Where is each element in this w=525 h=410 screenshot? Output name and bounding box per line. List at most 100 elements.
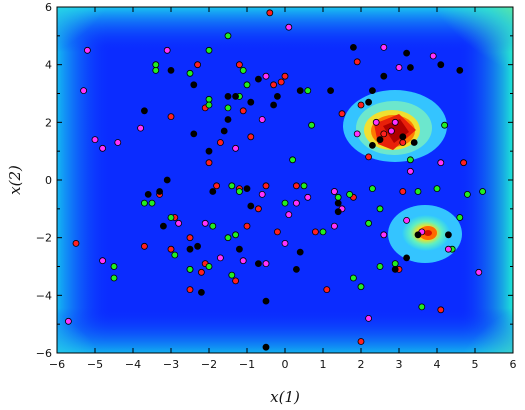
- data-point-green: [304, 87, 312, 94]
- data-point-black: [456, 67, 464, 74]
- data-point-black: [368, 87, 376, 94]
- data-point-green: [281, 199, 289, 207]
- data-point-green: [456, 214, 464, 221]
- data-point-green: [349, 274, 357, 282]
- data-point-magenta: [437, 159, 445, 167]
- data-point-magenta: [175, 219, 183, 227]
- data-point-magenta: [406, 167, 414, 175]
- data-point-red: [380, 130, 388, 138]
- data-point-magenta: [65, 317, 72, 325]
- data-point-magenta: [216, 254, 224, 262]
- data-point-black: [273, 93, 281, 100]
- data-point-red: [243, 222, 251, 230]
- data-point-green: [140, 199, 148, 207]
- data-point-red: [247, 133, 255, 141]
- data-point-red: [186, 234, 194, 242]
- data-point-green: [391, 260, 399, 268]
- data-point-black: [144, 190, 152, 198]
- data-point-red: [232, 277, 240, 285]
- data-point-black: [365, 98, 373, 106]
- data-point-magenta: [239, 257, 247, 265]
- data-point-red: [365, 153, 373, 161]
- x-tick-label: −3: [163, 358, 179, 371]
- data-point-magenta: [365, 314, 373, 322]
- data-point-red: [270, 81, 278, 89]
- data-point-green: [232, 231, 240, 239]
- y-axis-title: x(2): [6, 165, 24, 195]
- data-point-magenta: [380, 44, 388, 51]
- x-tick-label: 4: [434, 358, 441, 371]
- x-tick-label: 5: [472, 358, 479, 371]
- data-point-magenta: [395, 64, 403, 71]
- data-point-magenta: [403, 216, 411, 224]
- data-point-magenta: [429, 52, 437, 60]
- data-point-green: [243, 81, 251, 89]
- data-point-green: [319, 228, 327, 236]
- data-point-red: [266, 9, 274, 17]
- data-point-green: [239, 67, 247, 74]
- y-tick-label: 6: [45, 1, 52, 14]
- data-point-magenta: [372, 118, 380, 126]
- data-point-black: [399, 133, 407, 141]
- data-point-magenta: [281, 239, 289, 247]
- data-point-green: [308, 121, 316, 129]
- x-tick-label: −5: [87, 358, 103, 371]
- data-point-red: [140, 242, 148, 250]
- data-point-red: [186, 286, 194, 294]
- data-point-magenta: [232, 144, 240, 152]
- data-point-red: [216, 139, 224, 146]
- data-point-black: [247, 202, 255, 210]
- data-point-magenta: [163, 46, 171, 54]
- data-point-black: [296, 248, 304, 256]
- data-point-black: [194, 242, 202, 250]
- data-point-green: [205, 101, 213, 109]
- data-point-green: [110, 263, 118, 270]
- data-point-black: [414, 231, 422, 239]
- data-point-magenta: [258, 116, 266, 123]
- data-point-black: [197, 288, 205, 296]
- x-tick-label: −2: [201, 358, 217, 371]
- y-tick-label: 4: [45, 59, 52, 72]
- data-point-green: [376, 205, 384, 213]
- data-point-red: [460, 159, 468, 167]
- data-point-magenta: [99, 257, 106, 265]
- data-point-black: [140, 107, 148, 115]
- data-point-green: [205, 95, 213, 103]
- data-point-black: [406, 64, 414, 71]
- data-point-magenta: [304, 193, 312, 201]
- data-point-green: [186, 265, 194, 273]
- data-point-red: [338, 110, 346, 118]
- data-point-magenta: [262, 72, 270, 80]
- data-point-magenta: [475, 268, 483, 276]
- data-point-black: [243, 185, 251, 193]
- data-point-black: [262, 297, 270, 305]
- data-point-green: [365, 219, 373, 227]
- data-point-black: [334, 199, 342, 207]
- data-point-black: [403, 254, 411, 262]
- data-point-magenta: [80, 87, 87, 94]
- data-point-black: [159, 222, 167, 230]
- data-point-red: [292, 182, 300, 190]
- data-point-red: [357, 338, 365, 345]
- data-point-magenta: [91, 136, 99, 144]
- y-tick-label: −4: [36, 289, 52, 302]
- data-point-black: [270, 101, 278, 109]
- data-point-red: [399, 139, 407, 146]
- data-point-black: [403, 49, 411, 57]
- x-tick-label: −1: [239, 358, 255, 371]
- data-point-magenta: [285, 23, 293, 31]
- data-point-green: [235, 188, 243, 195]
- data-point-red: [167, 113, 175, 120]
- data-point-green: [346, 190, 354, 198]
- data-point-green: [205, 46, 213, 54]
- data-point-green: [209, 222, 217, 230]
- data-point-magenta: [285, 211, 293, 219]
- data-point-black: [190, 81, 198, 89]
- data-point-green: [228, 182, 236, 190]
- data-point-black: [296, 87, 304, 94]
- data-point-magenta: [380, 231, 388, 239]
- data-point-red: [197, 268, 205, 276]
- data-point-black: [334, 208, 342, 216]
- data-point-green: [414, 188, 422, 195]
